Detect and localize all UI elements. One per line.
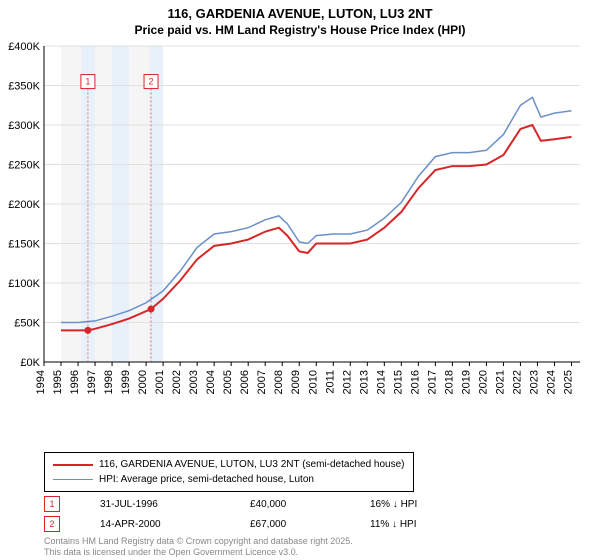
sale-row: 1 31-JUL-1996£40,00016% ↓ HPI <box>44 494 490 514</box>
sale-marker-icon: 1 <box>44 496 60 512</box>
svg-text:2025: 2025 <box>562 370 574 394</box>
legend-swatch <box>53 479 93 481</box>
chart-subtitle: Price paid vs. HM Land Registry's House … <box>0 23 600 37</box>
svg-text:2013: 2013 <box>358 370 370 394</box>
svg-text:1999: 1999 <box>120 370 132 394</box>
legend-label: HPI: Average price, semi-detached house,… <box>99 472 314 487</box>
sale-date: 31-JUL-1996 <box>100 499 250 510</box>
sales-table: 1 31-JUL-1996£40,00016% ↓ HPI 2 14-APR-2000… <box>44 494 490 534</box>
price-chart: £0K£50K£100K£150K£200K£250K£300K£350K£40… <box>44 42 584 402</box>
svg-text:2022: 2022 <box>511 370 523 394</box>
svg-text:2014: 2014 <box>375 370 387 394</box>
svg-text:1994: 1994 <box>35 370 47 394</box>
svg-text:£150K: £150K <box>8 239 40 251</box>
sale-price: £40,000 <box>250 499 370 510</box>
attribution-line: Contains HM Land Registry data © Crown c… <box>44 536 353 547</box>
svg-text:1997: 1997 <box>86 370 98 394</box>
svg-text:1998: 1998 <box>103 370 115 394</box>
svg-text:2007: 2007 <box>256 370 268 394</box>
svg-text:2011: 2011 <box>324 370 336 394</box>
svg-text:2012: 2012 <box>341 370 353 394</box>
svg-text:£200K: £200K <box>8 199 40 211</box>
sale-diff: 11% ↓ HPI <box>370 519 490 530</box>
svg-text:£100K: £100K <box>8 278 40 290</box>
svg-text:2009: 2009 <box>290 370 302 394</box>
sale-row: 2 14-APR-2000£67,00011% ↓ HPI <box>44 514 490 534</box>
svg-text:£350K: £350K <box>8 81 40 93</box>
svg-text:2023: 2023 <box>528 370 540 394</box>
svg-text:2001: 2001 <box>154 370 166 394</box>
sale-date: 14-APR-2000 <box>100 519 250 530</box>
svg-text:2010: 2010 <box>307 370 319 394</box>
svg-text:2000: 2000 <box>137 370 149 394</box>
svg-text:2005: 2005 <box>222 370 234 394</box>
chart-title: 116, GARDENIA AVENUE, LUTON, LU3 2NT <box>0 0 600 23</box>
svg-text:2024: 2024 <box>545 370 557 394</box>
attribution-text: Contains HM Land Registry data © Crown c… <box>44 536 353 558</box>
svg-text:2016: 2016 <box>409 370 421 394</box>
legend-item: 116, GARDENIA AVENUE, LUTON, LU3 2NT (se… <box>53 457 405 472</box>
svg-text:£300K: £300K <box>8 120 40 132</box>
svg-text:2020: 2020 <box>477 370 489 394</box>
svg-text:2019: 2019 <box>460 370 472 394</box>
svg-text:2015: 2015 <box>392 370 404 394</box>
svg-text:2004: 2004 <box>205 370 217 394</box>
svg-text:£400K: £400K <box>8 41 40 53</box>
svg-text:2: 2 <box>149 77 154 87</box>
chart-container: 116, GARDENIA AVENUE, LUTON, LU3 2NT Pri… <box>0 0 600 560</box>
svg-text:1995: 1995 <box>52 370 64 394</box>
svg-text:£50K: £50K <box>14 318 40 330</box>
svg-text:£0K: £0K <box>20 357 40 369</box>
sale-marker-icon: 2 <box>44 516 60 532</box>
sale-diff: 16% ↓ HPI <box>370 499 490 510</box>
svg-text:2018: 2018 <box>443 370 455 394</box>
legend: 116, GARDENIA AVENUE, LUTON, LU3 2NT (se… <box>44 452 414 492</box>
svg-text:2002: 2002 <box>171 370 183 394</box>
svg-text:2008: 2008 <box>273 370 285 394</box>
svg-text:1: 1 <box>85 77 90 87</box>
svg-text:1996: 1996 <box>69 370 81 394</box>
svg-text:2021: 2021 <box>494 370 506 394</box>
svg-text:2003: 2003 <box>188 370 200 394</box>
legend-swatch <box>53 464 93 466</box>
sale-price: £67,000 <box>250 519 370 530</box>
legend-item: HPI: Average price, semi-detached house,… <box>53 472 405 487</box>
svg-text:£250K: £250K <box>8 160 40 172</box>
attribution-line: This data is licensed under the Open Gov… <box>44 547 353 558</box>
svg-text:2017: 2017 <box>426 370 438 394</box>
svg-text:2006: 2006 <box>239 370 251 394</box>
legend-label: 116, GARDENIA AVENUE, LUTON, LU3 2NT (se… <box>99 457 405 472</box>
